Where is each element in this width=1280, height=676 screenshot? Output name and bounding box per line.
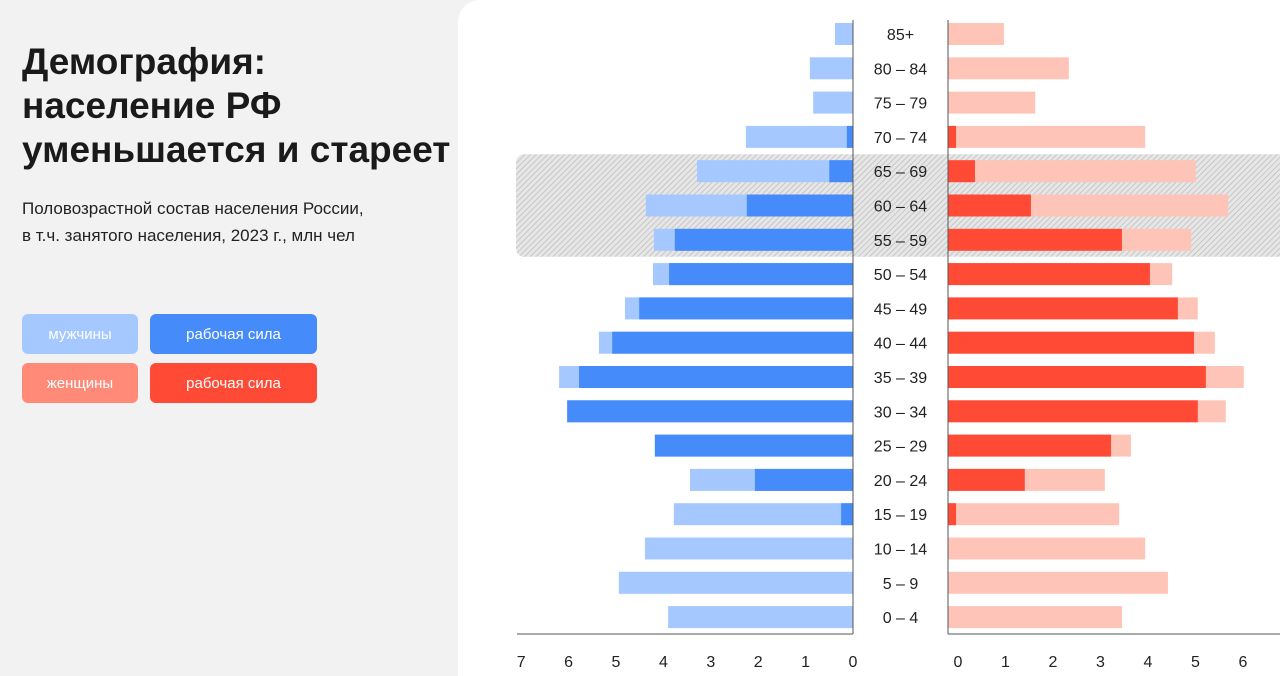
age-label: 50 – 54 [874, 267, 927, 284]
x-tick-right: 3 [1096, 654, 1105, 671]
age-label: 65 – 69 [874, 164, 927, 181]
bar-men-labor [829, 160, 853, 183]
x-tick-right: 2 [1049, 654, 1058, 671]
bar-women-labor [948, 160, 976, 183]
age-label: 75 – 79 [874, 96, 927, 113]
bar-men [834, 23, 853, 45]
title-line: уменьшается и стареет [22, 129, 451, 170]
x-tick-right: 6 [1239, 654, 1248, 671]
bar-men [673, 503, 853, 526]
bar-men-labor [846, 125, 853, 148]
bar-women [948, 23, 1004, 45]
age-label: 60 – 64 [874, 199, 927, 216]
x-tick-left: 3 [706, 654, 715, 671]
x-tick-left: 6 [564, 654, 573, 671]
age-label: 30 – 34 [874, 404, 927, 421]
bar-men-labor [841, 503, 853, 526]
bar-women [948, 606, 1122, 629]
bar-men [745, 125, 853, 148]
bar-women [948, 91, 1036, 114]
x-tick-right: 0 [954, 654, 963, 671]
age-label: 35 – 39 [874, 370, 927, 387]
x-tick-left: 7 [517, 654, 526, 671]
bar-women [948, 571, 1168, 594]
age-label: 40 – 44 [874, 336, 927, 353]
bar-men-labor [746, 194, 853, 217]
bar-men-labor [612, 331, 853, 354]
bar-women-labor [948, 434, 1112, 457]
subtitle-line: Половозрастной состав населения России, [22, 199, 364, 218]
bar-women-labor [948, 503, 957, 526]
age-label: 25 – 29 [874, 439, 927, 456]
bar-women [948, 125, 1146, 148]
bar-women [948, 503, 1120, 526]
age-label: 5 – 9 [883, 576, 919, 593]
age-label: 70 – 74 [874, 130, 927, 147]
bar-women [948, 537, 1146, 560]
legend-women: женщины [22, 363, 138, 403]
x-tick-right: 1 [1001, 654, 1010, 671]
subtitle: Половозрастной состав населения России, … [22, 195, 442, 249]
bar-women-labor [948, 468, 1025, 491]
bar-men-labor [674, 228, 853, 251]
bar-women-labor [948, 263, 1150, 286]
age-label: 10 – 14 [874, 542, 927, 559]
legend-men: мужчины [22, 314, 138, 354]
bar-women [948, 160, 1196, 183]
bar-men [809, 57, 853, 80]
bar-men-labor [654, 434, 853, 457]
bar-women-labor [948, 400, 1198, 423]
page-title: Демография: население РФ уменьшается и с… [22, 40, 462, 172]
age-label: 85+ [887, 27, 914, 44]
legend-women-labor: рабочая сила [150, 363, 317, 403]
x-tick-left: 5 [612, 654, 621, 671]
x-tick-right: 5 [1191, 654, 1200, 671]
x-tick-left: 2 [754, 654, 763, 671]
bar-men-labor [639, 297, 853, 320]
bar-men-labor [669, 263, 853, 286]
bar-women-labor [948, 228, 1122, 251]
age-label: 15 – 19 [874, 507, 927, 524]
bar-men [697, 160, 853, 183]
bar-men-labor [579, 366, 853, 388]
bar-men-labor [567, 400, 853, 423]
age-label: 45 – 49 [874, 301, 927, 318]
bar-men [644, 537, 853, 560]
bar-women-labor [948, 366, 1206, 388]
age-label: 20 – 24 [874, 473, 927, 490]
x-tick-right: 4 [1144, 654, 1153, 671]
subtitle-line: в т.ч. занятого населения, 2023 г., млн … [22, 226, 355, 245]
title-line: население РФ [22, 85, 282, 126]
bar-women [948, 57, 1069, 80]
bar-men [618, 571, 853, 594]
age-label: 80 – 84 [874, 61, 927, 78]
bar-women-labor [948, 331, 1195, 354]
x-tick-left: 0 [849, 654, 858, 671]
bar-women-labor [948, 125, 957, 148]
bar-men-labor [754, 468, 853, 491]
bar-women-labor [948, 194, 1031, 217]
bar-women-labor [948, 297, 1178, 320]
bar-men [813, 91, 853, 114]
legend-men-labor: рабочая сила [150, 314, 317, 354]
bar-men [668, 606, 853, 629]
age-label: 0 – 4 [883, 610, 919, 627]
x-tick-left: 1 [801, 654, 810, 671]
age-label: 55 – 59 [874, 233, 927, 250]
x-tick-left: 4 [659, 654, 668, 671]
title-line: Демография: [22, 41, 267, 82]
